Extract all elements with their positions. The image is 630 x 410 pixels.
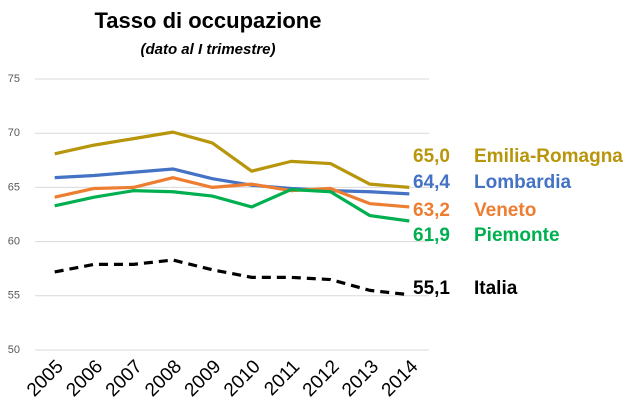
legend-label: Veneto [474,200,536,221]
series-line [54,176,410,209]
y-tick-label: 65 [8,181,20,193]
x-tick-label: 2008 [141,356,186,401]
x-tick-label: 2007 [102,356,147,401]
y-tick-label: 60 [8,236,20,248]
series-line [54,130,410,189]
series-line [54,167,410,196]
value-label: 64,4 [413,172,450,193]
legend-label: Emilia-Romagna [474,146,623,167]
chart-title: Tasso di occupazione [95,8,322,33]
series-line [54,258,410,297]
legend-label: Italia [474,278,518,299]
value-label: 55,1 [413,278,450,299]
series-line [54,187,410,223]
value-label: 61,9 [413,225,450,246]
chart-subtitle: (dato al I trimestre) [140,41,275,58]
legend-label: Piemonte [474,225,560,246]
x-tick-label: 2012 [299,356,344,401]
value-label: 63,2 [413,200,450,221]
y-tick-label: 75 [8,73,20,85]
x-tick-label: 2010 [220,356,265,401]
y-tick-label: 55 [8,290,20,302]
x-tick-label: 2006 [62,356,107,401]
x-tick-label: 2011 [260,356,304,400]
x-tick-label: 2014 [378,356,423,401]
x-tick-label: 2013 [338,356,383,401]
legend-label: Lombardia [474,172,572,193]
y-tick-label: 50 [8,344,20,356]
x-tick-label: 2005 [23,356,68,401]
x-tick-label: 2009 [181,356,226,401]
y-tick-label: 70 [8,127,20,139]
value-label: 65,0 [413,146,450,167]
